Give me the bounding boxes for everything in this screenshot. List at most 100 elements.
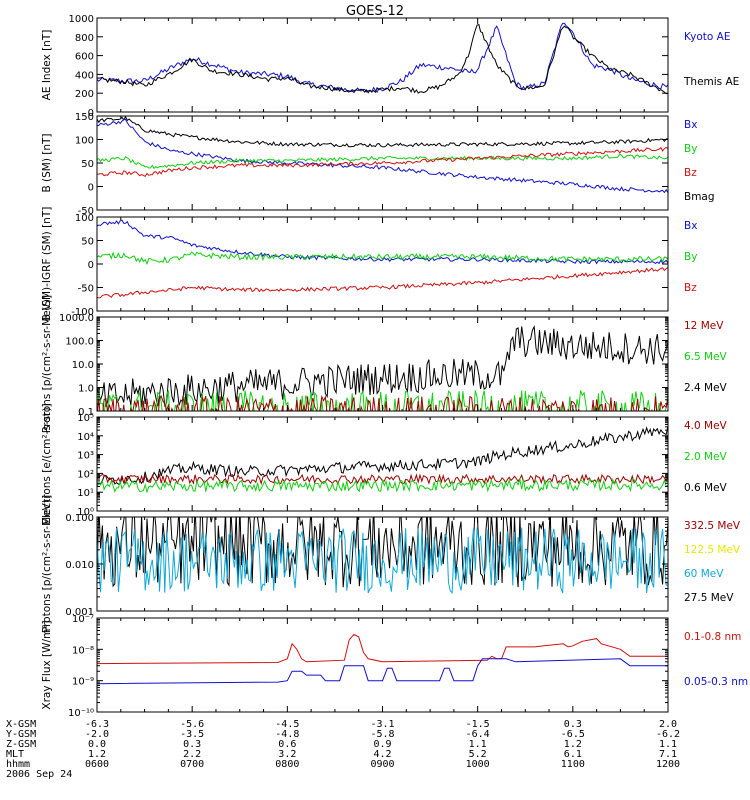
x-row-value: 0800 — [275, 759, 299, 770]
series-group — [97, 517, 668, 595]
x-row-label: Y-GSM — [6, 729, 36, 740]
y-tick-label: 50 — [81, 159, 94, 170]
y-tick-label: 10⁻⁹ — [72, 677, 94, 688]
y-tick-label: 10⁴ — [77, 432, 94, 443]
panel-frame — [96, 17, 669, 113]
y-tick-label: 0 — [88, 183, 94, 194]
y-tick-label: 10¹ — [77, 488, 94, 499]
x-row-value: 0.9 — [373, 739, 391, 750]
legend-label-0-6-mev: 0.6 MeV — [684, 482, 728, 494]
x-row-value: -5.6 — [180, 719, 204, 730]
x-row-value: -3.1 — [370, 719, 394, 730]
y-tick-label: 0 — [88, 260, 94, 271]
series-line-12-mev — [97, 394, 668, 411]
legend-label-themis-ae: Themis AE — [683, 76, 739, 88]
y-tick-label: 10⁰ — [77, 507, 94, 518]
y-tick-label: 10⁻¹⁰ — [68, 708, 94, 719]
panel-frame — [96, 416, 669, 512]
legend-label-0-05-0-3-nm: 0.05-0.3 nm — [684, 676, 748, 688]
y-axis-label: Protons [p/(cm²-s-sr-MeV)] — [41, 495, 53, 633]
legend-label-122-5-mev: 122.5 MeV — [684, 544, 741, 556]
x-row-value: 1.2 — [564, 739, 582, 750]
series-group — [97, 219, 668, 299]
y-tick-label: 0 — [88, 108, 94, 119]
x-row-value: 2.0 — [659, 719, 677, 730]
series-group — [97, 116, 668, 194]
series-group — [97, 325, 668, 411]
y-tick-label: -100 — [71, 307, 94, 318]
x-row-value: 1.2 — [88, 749, 106, 760]
series-line-bz — [97, 267, 668, 299]
series-line-0-1-0-8-nm — [97, 633, 668, 665]
y-axis-label: Electrons [e/(cm²-s-sr)] — [41, 403, 53, 524]
y-tick-label: -50 — [78, 206, 94, 217]
y-axis-label: Xray Flux [W/m²] — [41, 620, 53, 709]
x-row-label: MLT — [6, 749, 24, 760]
panel-6: 0.001 0.010 0.100 Protons [p/(cm²-s-sr-MeV)… — [41, 495, 741, 633]
x-row-value: 3.2 — [278, 749, 296, 760]
x-row-value: 1200 — [656, 759, 680, 770]
panel-2: -50 0 50 100 150 B (SM) [nT] Bx By Bz Bmag — [41, 112, 715, 217]
series-group — [97, 633, 668, 685]
x-row-value: -6.2 — [656, 729, 680, 740]
series-line-60-mev — [97, 527, 668, 595]
x-row-value: -3.5 — [180, 729, 204, 740]
x-row-value: 2.2 — [183, 749, 201, 760]
date-label: 2006 Sep 24 — [6, 769, 72, 780]
y-tick-label: 150 — [75, 112, 94, 123]
y-tick-label: 10³ — [77, 451, 94, 462]
series-line-2-0-mev — [97, 477, 668, 494]
y-tick-label: -50 — [78, 284, 94, 295]
y-tick-label: 10⁵ — [77, 413, 94, 424]
legend-label-60-mev: 60 MeV — [684, 568, 724, 580]
x-row-value: 5.2 — [469, 749, 487, 760]
x-row-value: 0.0 — [88, 739, 106, 750]
y-tick-label: 0.1 — [78, 407, 94, 418]
y-tick-label: 100 — [75, 136, 94, 147]
legend-label-0-1-0-8-nm: 0.1-0.8 nm — [684, 631, 741, 643]
y-tick-label: 1000 — [69, 14, 94, 25]
series-line-bmag — [97, 116, 668, 148]
series-line-0-6-mev — [97, 425, 668, 486]
x-row-value: 1.1 — [659, 739, 677, 750]
legend-label-332-5-mev: 332.5 MeV — [684, 520, 741, 532]
legend-label-bmag: Bmag — [684, 191, 715, 203]
series-group — [97, 425, 668, 494]
legend-label-4-0-mev: 4.0 MeV — [684, 420, 728, 432]
x-row-value: 4.2 — [373, 749, 391, 760]
panel-frame — [96, 617, 669, 713]
panel-3: -100 -50 0 50 100 B (SM)-IGRF (SM) [nT] Bx By Bz — [41, 207, 697, 322]
y-tick-label: 0.010 — [65, 560, 94, 571]
y-axis-label: Protons [p/(cm²-s-sr-MeV)] — [41, 295, 53, 433]
panel-5: 10⁰ 10¹ 10² 10³ 10⁴ 10⁵ Electrons [e/(cm²-s-sr… — [41, 403, 728, 524]
x-row-value: -1.5 — [466, 719, 490, 730]
x-row-label: hhmm — [6, 759, 30, 770]
y-axis-label: AE Index [nT] — [41, 30, 53, 101]
legend-label-bz: Bz — [684, 282, 697, 294]
x-row-value: 0700 — [180, 759, 204, 770]
series-line-by — [97, 251, 668, 266]
x-row-value: 6.1 — [564, 749, 582, 760]
panel-4: 0.1 1.0 10.0 100.0 1000.0 Protons [p/(cm²-s-s… — [41, 295, 728, 433]
x-row-value: -4.8 — [275, 729, 299, 740]
series-line-by — [97, 153, 668, 170]
x-row-value: 1.1 — [469, 739, 487, 750]
y-tick-label: 1000.0 — [59, 313, 94, 324]
legend-label-by: By — [684, 143, 697, 155]
y-tick-label: 800 — [75, 33, 94, 44]
y-tick-label: 400 — [75, 70, 94, 81]
series-group — [97, 22, 668, 95]
x-row-value: -6.5 — [561, 729, 585, 740]
series-line-2-4-mev — [97, 325, 668, 408]
series-line-bx — [97, 118, 668, 194]
legend-label-kyoto-ae: Kyoto AE — [684, 31, 730, 43]
panel-7: 10⁻¹⁰ 10⁻⁹ 10⁻⁸ 10⁻⁷ Xray Flux [W/m²] 0.1-0.8… — [41, 614, 748, 719]
series-line-themis-ae — [97, 24, 668, 95]
x-row-value: 0.3 — [564, 719, 582, 730]
legend-label-12-mev: 12 MeV — [684, 320, 724, 332]
series-line-0-05-0-3-nm — [97, 658, 668, 685]
y-axis-label: B (SM)-IGRF (SM) [nT] — [41, 207, 53, 322]
legend-label-27-5-mev: 27.5 MeV — [684, 592, 734, 604]
